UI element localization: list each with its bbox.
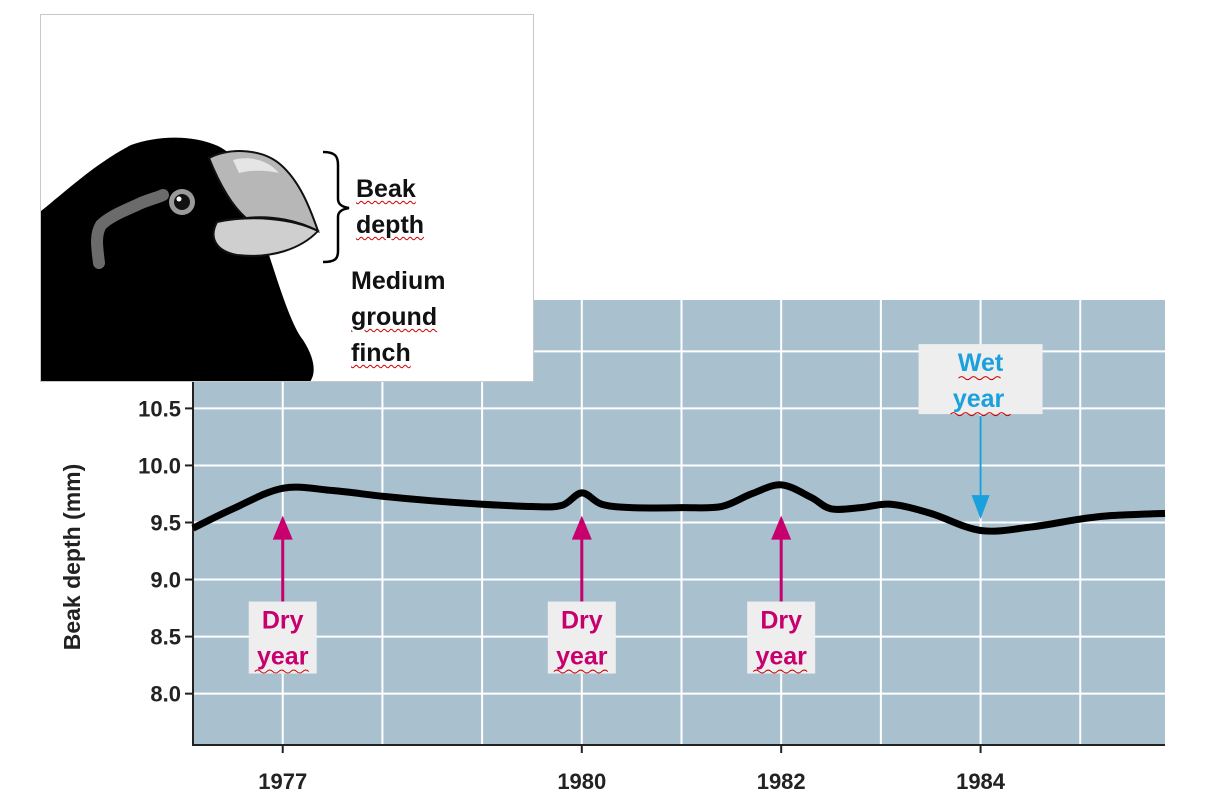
beak-depth-label-line2: depth — [356, 211, 425, 239]
finch-eye-stripe — [91, 189, 169, 269]
y-tick-label: 10.5 — [138, 396, 181, 421]
beak-depth-label-line1: Beak — [356, 175, 416, 203]
callout-arrowhead — [571, 515, 592, 540]
spellcheck-underline — [254, 669, 310, 674]
x-tick-label: 1977 — [258, 769, 307, 794]
callout-arrowhead — [272, 515, 293, 540]
beak-depth-bracket — [322, 150, 350, 264]
x-tick-label: 1984 — [956, 769, 1006, 794]
x-tick-label: 1980 — [557, 769, 606, 794]
callout-label-line1: Dry — [561, 607, 603, 635]
series-layer — [191, 481, 1166, 535]
callout-box — [747, 601, 816, 674]
spellcheck-underline — [950, 412, 1011, 417]
wet-year-callout: Wet year — [918, 344, 1043, 520]
finch-caption-line2: ground — [351, 303, 438, 331]
beak-depth-line — [191, 481, 1166, 535]
callout-label-line2: year — [953, 385, 1005, 413]
callout-label-line2: year — [257, 643, 309, 671]
axes: 10.5 10.0 9.5 9.0 8.5 8.0 1977 1980 1982 1984 — [138, 300, 1165, 794]
y-tick-label: 9.5 — [150, 511, 181, 536]
callout-arrowhead — [771, 515, 792, 540]
y-tick-label: 8.0 — [150, 682, 181, 707]
spellcheck-underline — [752, 669, 808, 674]
finch-caption-line1: Medium — [351, 267, 446, 295]
x-tick-label: 1982 — [757, 769, 806, 794]
callout-label-line1: Dry — [760, 607, 802, 635]
spellcheck-underline — [958, 376, 1001, 381]
finch-eye-highlight — [176, 196, 182, 202]
annotation-layer: Dry year Dry year Dry year Wet year — [248, 344, 1043, 674]
callout-label-line1: Dry — [262, 607, 304, 635]
finch-eye — [174, 194, 190, 210]
spellcheck-underline — [553, 669, 609, 674]
finch-lower-beak — [212, 217, 320, 257]
callout-box — [547, 601, 616, 674]
finch-caption: Medium ground finch — [351, 263, 445, 371]
callout-label-line2: year — [755, 643, 807, 671]
dry-year-callout: Dry year — [248, 515, 317, 674]
finch-inset: Beak depth Medium ground finch — [40, 14, 534, 382]
finch-beak-shine — [233, 158, 279, 173]
y-tick-label: 8.5 — [150, 625, 181, 650]
dry-year-callout: Dry year — [547, 515, 616, 674]
y-tick-label: 10.0 — [138, 453, 181, 478]
callout-label-line2: year — [556, 643, 608, 671]
callout-arrowhead — [971, 495, 990, 520]
y-axis-title: Beak depth (mm) — [59, 464, 85, 651]
finch-caption-line3: finch — [351, 339, 411, 367]
y-tick-label: 9.0 — [150, 568, 181, 593]
beak-depth-label: Beak depth — [356, 171, 424, 243]
finch-head-illustration — [41, 137, 350, 381]
callout-label-line1: Wet — [958, 349, 1004, 377]
dry-year-callout: Dry year — [747, 515, 816, 674]
callout-box — [248, 601, 317, 674]
